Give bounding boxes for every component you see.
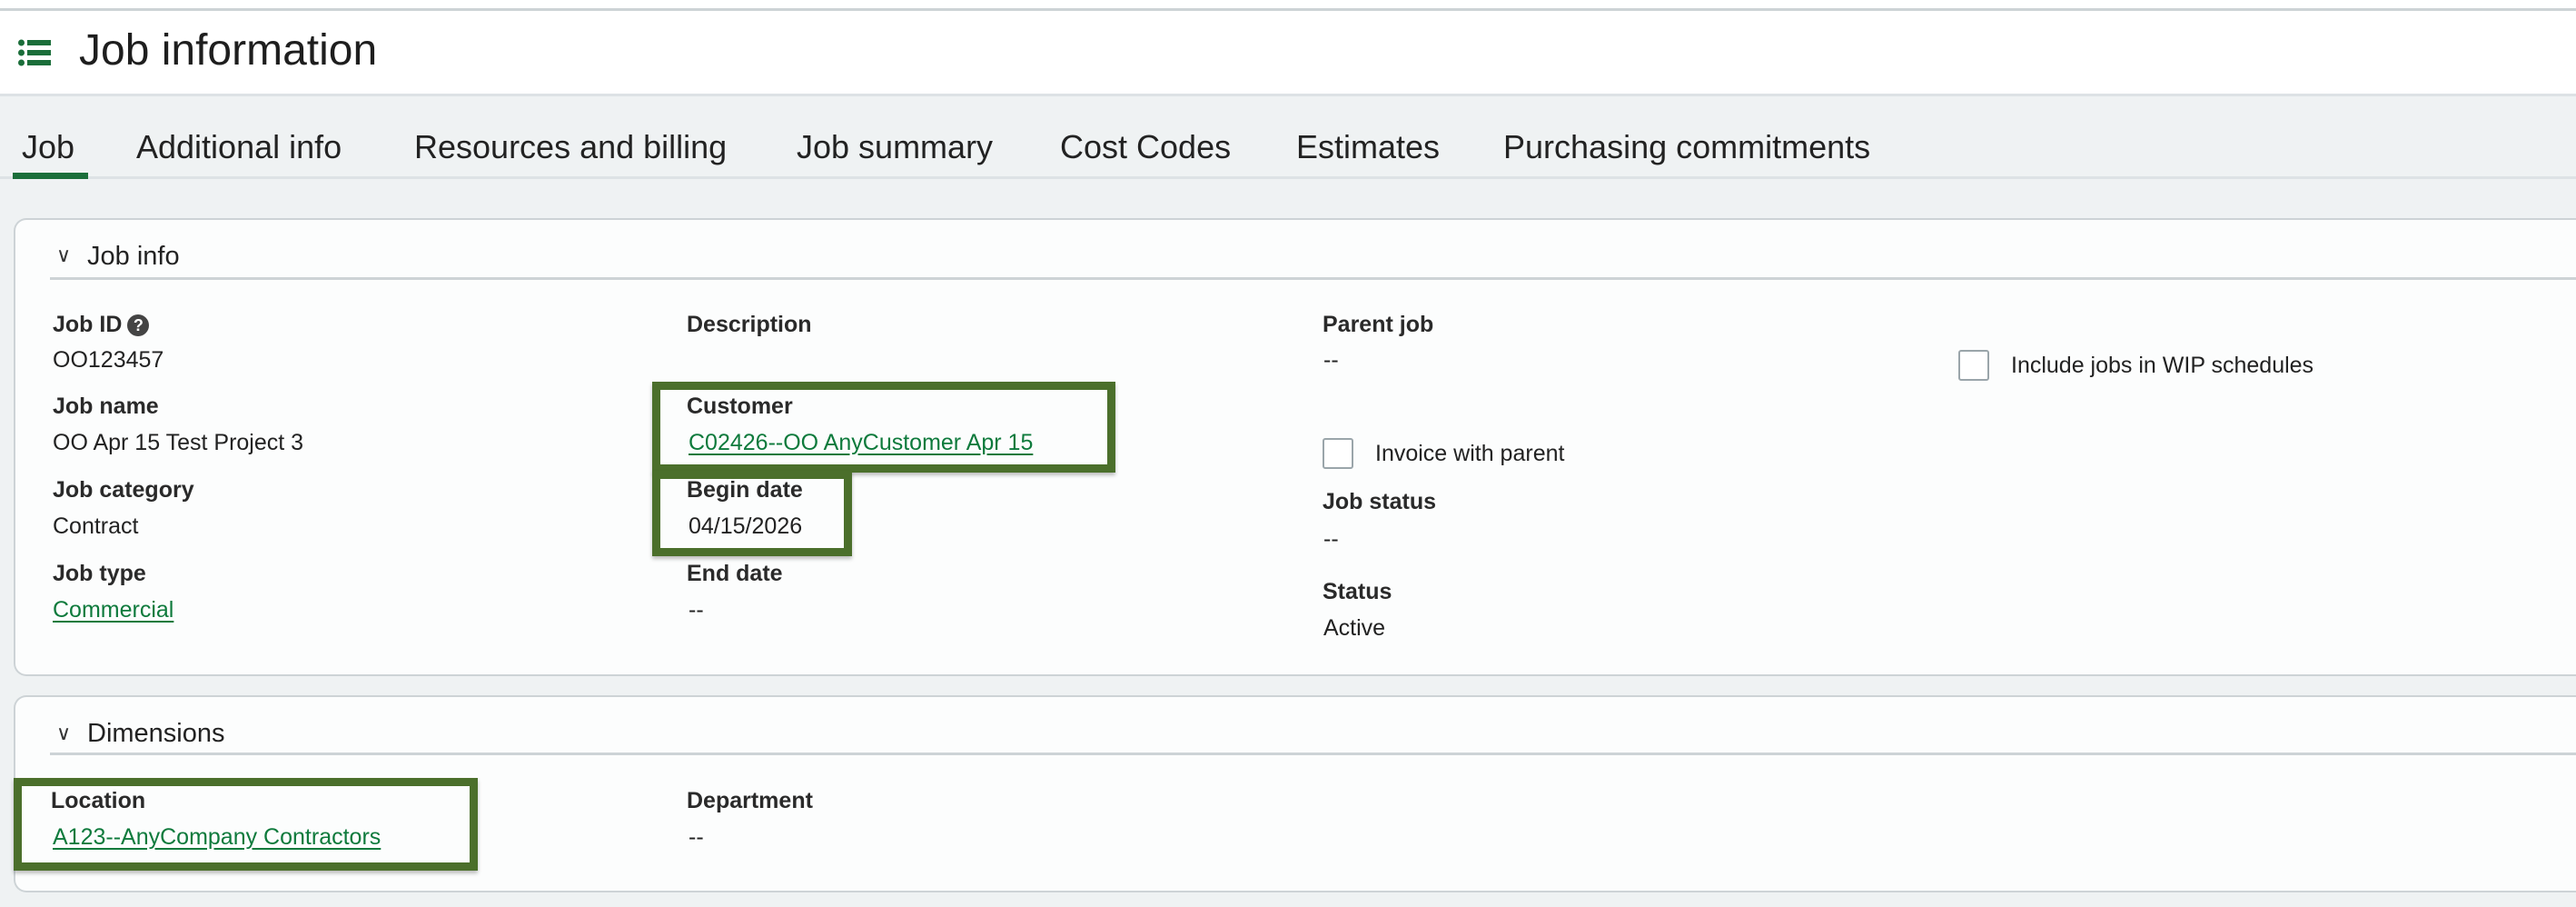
- dimensions-section: [14, 695, 2576, 892]
- include-wip-checkbox[interactable]: [1958, 350, 1989, 381]
- section-divider: [50, 753, 2576, 755]
- begin-date-value: 04/15/2026: [689, 513, 803, 539]
- department-label: Department: [687, 788, 813, 813]
- job-type-label: Job type: [53, 561, 146, 586]
- tab-resources-and-billing[interactable]: Resources and billing: [414, 128, 728, 165]
- highlight-box-begin-date: [652, 471, 852, 556]
- tab-estimates[interactable]: Estimates: [1296, 128, 1441, 165]
- end-date-value: --: [689, 597, 704, 623]
- job-type-link[interactable]: Commercial: [53, 597, 174, 623]
- parent-job-value: --: [1323, 347, 1339, 373]
- job-id-label: Job ID?: [53, 311, 150, 338]
- tab-job-summary[interactable]: Job summary: [797, 128, 994, 165]
- status-label: Status: [1323, 579, 1392, 604]
- top-border: [0, 0, 2576, 11]
- location-label: Location: [51, 788, 146, 813]
- page-header: [0, 11, 2576, 96]
- status-value: Active: [1323, 615, 1386, 641]
- job-category-label: Job category: [53, 477, 194, 503]
- description-label: Description: [687, 312, 812, 337]
- include-wip-label: Include jobs in WIP schedules: [2011, 353, 2314, 378]
- tab-additional-info[interactable]: Additional info: [136, 128, 342, 165]
- tab-bar-divider: [0, 176, 2576, 179]
- parent-job-label: Parent job: [1323, 312, 1434, 337]
- section-title-job-info[interactable]: Job info: [87, 242, 180, 271]
- active-tab-indicator: [13, 173, 88, 179]
- begin-date-label: Begin date: [687, 477, 803, 503]
- job-id-value: OO123457: [53, 347, 164, 373]
- tab-job[interactable]: Job: [22, 128, 75, 165]
- page-title: Job information: [79, 26, 378, 75]
- job-status-value: --: [1323, 526, 1339, 552]
- customer-label: Customer: [687, 394, 793, 419]
- invoice-with-parent-checkbox[interactable]: [1323, 438, 1353, 469]
- job-category-value: Contract: [53, 513, 139, 539]
- location-link[interactable]: A123--AnyCompany Contractors: [53, 824, 381, 850]
- job-status-label: Job status: [1323, 489, 1437, 514]
- chevron-down-icon[interactable]: ∨: [56, 244, 72, 266]
- help-icon[interactable]: ?: [127, 314, 150, 336]
- invoice-with-parent-label: Invoice with parent: [1375, 441, 1565, 466]
- job-name-label: Job name: [53, 394, 159, 419]
- chevron-down-icon[interactable]: ∨: [56, 722, 72, 744]
- tab-purchasing-commitments[interactable]: Purchasing commitments: [1503, 128, 1871, 165]
- job-info-section: [14, 218, 2576, 676]
- section-divider: [50, 277, 2576, 280]
- list-icon[interactable]: [18, 39, 51, 66]
- highlight-box-customer: [652, 382, 1115, 473]
- department-value: --: [689, 824, 704, 850]
- job-name-value: OO Apr 15 Test Project 3: [53, 430, 304, 455]
- end-date-label: End date: [687, 561, 783, 586]
- tab-cost-codes[interactable]: Cost Codes: [1060, 128, 1232, 165]
- section-title-dimensions[interactable]: Dimensions: [87, 719, 225, 748]
- customer-link[interactable]: C02426--OO AnyCustomer Apr 15: [689, 430, 1034, 455]
- highlight-box-location: [14, 778, 478, 871]
